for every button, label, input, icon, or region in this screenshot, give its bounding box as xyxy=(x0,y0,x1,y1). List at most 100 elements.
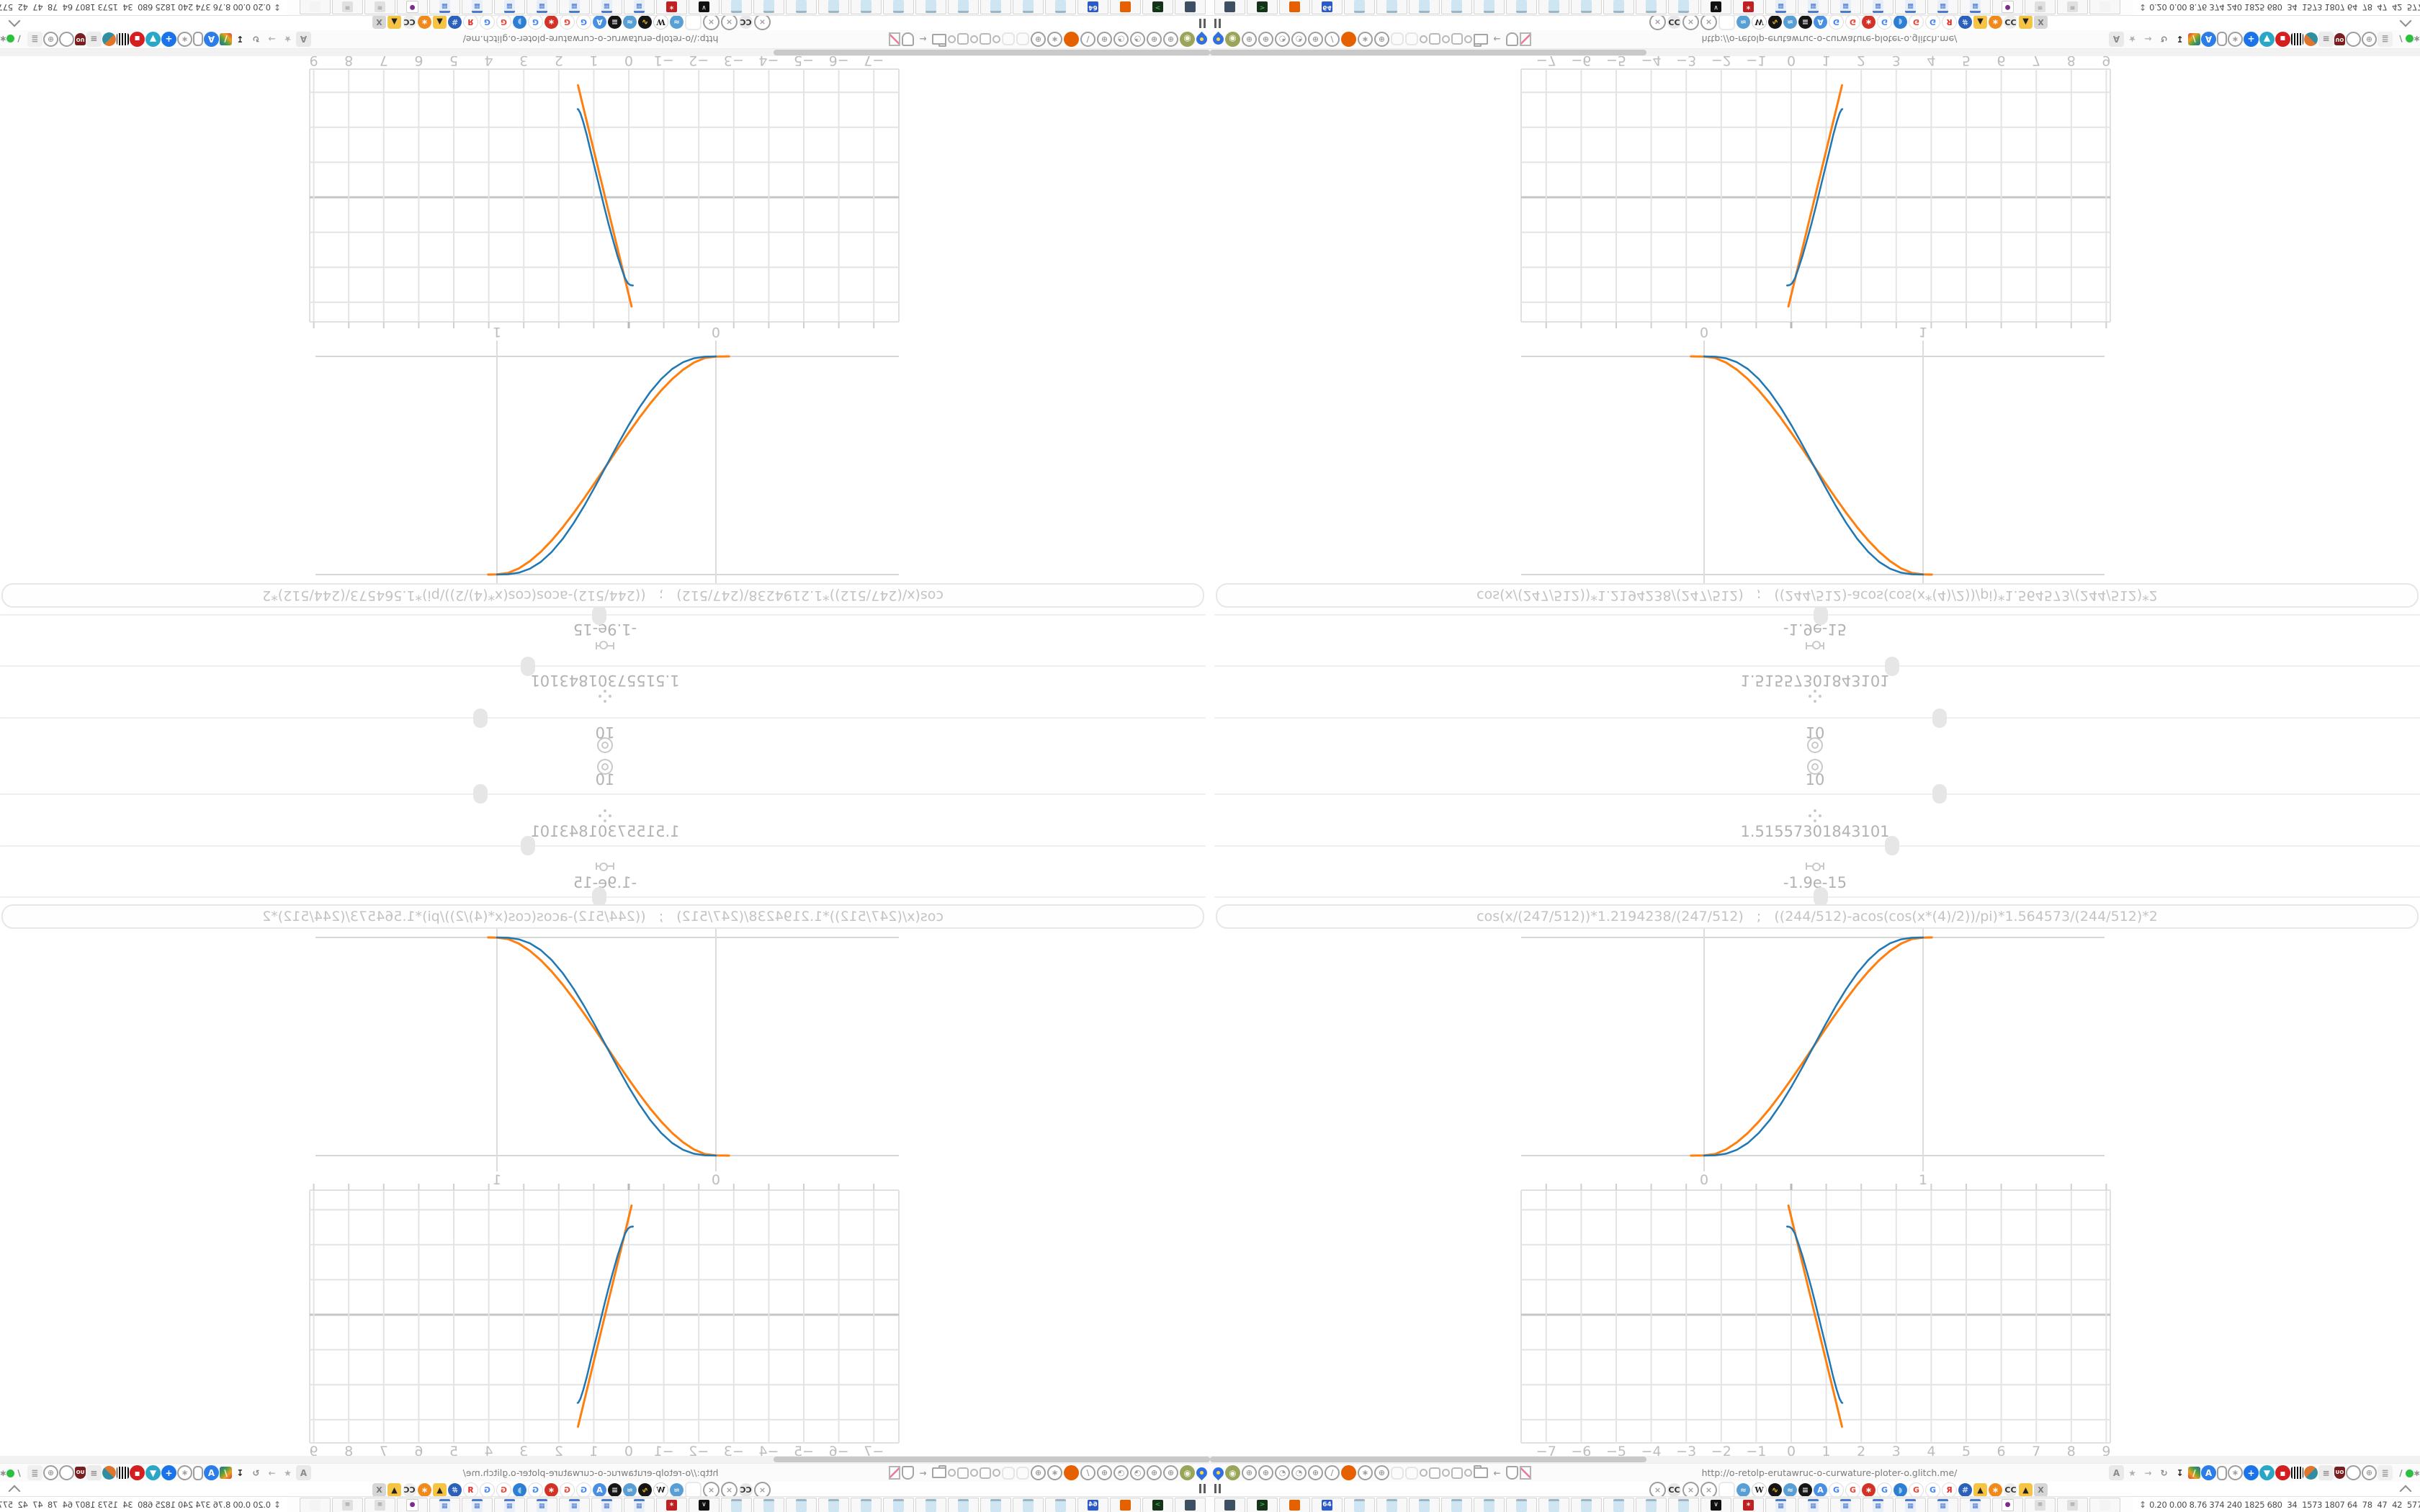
wrench-icon[interactable]: ∕ xyxy=(2399,1467,2403,1478)
contrast-window-button[interactable]: ∨ xyxy=(1700,1498,1731,1512)
notepad-window-button[interactable] xyxy=(786,0,817,14)
cc-circle-icon[interactable]: CC xyxy=(2004,1483,2017,1497)
plots-canvas[interactable] xyxy=(1210,0,2420,756)
refresh-icon[interactable]: ↻ xyxy=(2160,34,2168,45)
back-arrow-icon[interactable]: ← xyxy=(1493,1467,1501,1478)
yandex-pin-icon[interactable] xyxy=(1210,1464,1227,1481)
paintbrush-icon[interactable]: ∕ xyxy=(2188,33,2200,45)
firefox-icon[interactable] xyxy=(1341,32,1356,47)
water-drop-icon[interactable]: ◗ xyxy=(1894,15,1907,29)
radio-dot-icon[interactable] xyxy=(1420,1469,1428,1477)
forward-arrow-icon[interactable]: → xyxy=(2144,34,2152,45)
muted-speaker-icon[interactable] xyxy=(685,14,702,30)
image-faded-window-button[interactable] xyxy=(300,0,331,14)
notepad-window-button[interactable] xyxy=(1441,1498,1472,1512)
barcode-icon[interactable] xyxy=(2291,1467,2303,1479)
url-bar[interactable]: http://o-retolp-erutawruc-o-curwature-pl… xyxy=(1628,32,2031,47)
shield-outline-icon[interactable] xyxy=(902,1466,914,1480)
blocked-page-icon[interactable] xyxy=(1520,1466,1531,1480)
translate-page-icon[interactable]: A xyxy=(296,32,311,47)
radio-dot-icon[interactable] xyxy=(1464,1469,1472,1477)
red-asterisk-window-button[interactable]: ∗ xyxy=(1733,1498,1764,1512)
purple-media-window-button[interactable]: ● xyxy=(1992,0,2023,14)
gear-icon[interactable]: ∗ xyxy=(2413,1467,2420,1478)
cc-badge-icon[interactable]: CC xyxy=(739,1483,753,1497)
red-asterisk-window-button[interactable]: ∗ xyxy=(656,1498,687,1512)
firefox-window-button[interactable] xyxy=(1279,0,1310,14)
google-icon[interactable]: G xyxy=(1925,1482,1940,1498)
google-icon[interactable]: G xyxy=(496,14,511,30)
translate-page-icon[interactable]: A xyxy=(2109,1465,2124,1480)
notepad-window-button[interactable] xyxy=(721,0,752,14)
notepad-window-button[interactable] xyxy=(1603,0,1634,14)
wikipedia-icon[interactable]: W xyxy=(1752,1482,1767,1498)
gauge-icon[interactable]: ◔ xyxy=(1275,32,1290,47)
yandex-icon[interactable]: Я xyxy=(463,1482,478,1498)
monitor-window-button[interactable] xyxy=(1214,1498,1245,1512)
ghost-extension-icon[interactable] xyxy=(1016,1466,1029,1480)
gear-red-icon[interactable]: ∗ xyxy=(544,1483,558,1497)
horizontal-scrollbar-track[interactable] xyxy=(1210,1456,2420,1463)
notepad-window-button[interactable] xyxy=(915,1498,946,1512)
terminal-window-button[interactable]: > xyxy=(1247,1498,1278,1512)
notepad-window-button[interactable] xyxy=(753,1498,784,1512)
photo-icon[interactable]: ▲ xyxy=(1973,15,1987,29)
translate-color-icon[interactable]: A xyxy=(593,1483,606,1497)
back-arrow-icon[interactable]: ← xyxy=(919,1467,927,1478)
notepad-window-button[interactable] xyxy=(851,0,882,14)
notepad-window-button[interactable] xyxy=(1344,0,1375,14)
gear-icon[interactable]: ∗ xyxy=(1358,32,1373,47)
calculator-window-button[interactable]: ▦ xyxy=(494,1498,525,1512)
ghost-extension-icon[interactable] xyxy=(1391,1466,1404,1480)
hourglass-icon[interactable]: X xyxy=(372,15,386,29)
notepad-window-button[interactable] xyxy=(1538,0,1569,14)
calculator-window-button[interactable]: ▦ xyxy=(1863,0,1894,14)
calculator-window-button[interactable]: ▦ xyxy=(1895,1498,1926,1512)
notepad-window-button[interactable] xyxy=(1571,0,1602,14)
scroll-window-button[interactable]: ≡ xyxy=(364,1498,395,1512)
notepad-window-button[interactable] xyxy=(786,1498,817,1512)
calculator-window-button[interactable]: ▦ xyxy=(462,0,493,14)
google-icon[interactable]: G xyxy=(576,14,591,30)
floppy-window-button[interactable]: 64 xyxy=(1077,0,1108,14)
wave-blue-icon[interactable]: ≈ xyxy=(1783,15,1797,29)
notepad-window-button[interactable] xyxy=(1409,1498,1440,1512)
add-blue-icon[interactable]: + xyxy=(2244,1465,2259,1480)
globe-icon[interactable]: ⊕ xyxy=(1031,32,1046,47)
muted-speaker-icon[interactable]: × xyxy=(1649,14,1666,30)
yandex-icon[interactable]: Я xyxy=(1942,1482,1957,1498)
star-icon[interactable]: ★ xyxy=(2128,34,2136,45)
page-icon[interactable]: ≣ xyxy=(27,32,42,47)
notepad-window-button[interactable] xyxy=(1636,1498,1667,1512)
add-blue-icon[interactable]: + xyxy=(2244,32,2259,47)
url-bar[interactable]: http://o-retolp-erutawruc-o-curwature-pl… xyxy=(389,32,792,47)
photo-icon[interactable]: ▲ xyxy=(387,1483,401,1497)
sun-orange-icon[interactable]: ∗ xyxy=(418,1483,431,1497)
gear-icon[interactable]: ∗ xyxy=(1358,1465,1373,1480)
ghost-extension-icon[interactable] xyxy=(1016,32,1029,46)
notepad-window-button[interactable] xyxy=(1603,1498,1634,1512)
blocked-page-icon[interactable] xyxy=(1520,32,1531,46)
mouse-outline-icon[interactable] xyxy=(193,32,203,47)
google-icon[interactable]: G xyxy=(1909,1482,1924,1498)
notepad-window-button[interactable] xyxy=(818,0,849,14)
google-icon[interactable]: G xyxy=(576,1482,591,1498)
google-icon[interactable]: G xyxy=(1909,14,1924,30)
translate-blue-icon[interactable]: A xyxy=(204,32,219,47)
scroll-window-button[interactable]: ≡ xyxy=(2057,1498,2088,1512)
globe-icon[interactable]: ⊕ xyxy=(1097,1465,1112,1480)
scroll-window-button[interactable]: ≡ xyxy=(364,0,395,14)
google-icon[interactable]: G xyxy=(496,1482,511,1498)
wave-blue-icon[interactable]: ≈ xyxy=(1736,15,1750,29)
muted-speaker-icon[interactable]: × xyxy=(754,14,771,30)
folder-icon[interactable] xyxy=(932,1465,946,1478)
red-asterisk-window-button[interactable]: ∗ xyxy=(1733,0,1764,14)
cc-badge-icon[interactable]: CC xyxy=(1667,15,1681,29)
gear-icon[interactable]: ∗ xyxy=(2228,32,2243,47)
translate-color-icon[interactable]: A xyxy=(593,15,606,29)
blocked-page-icon[interactable] xyxy=(889,32,900,46)
google-icon[interactable]: G xyxy=(1925,14,1940,30)
google-icon[interactable]: G xyxy=(528,1482,543,1498)
notepad-window-button[interactable] xyxy=(1636,0,1667,14)
google-icon[interactable]: G xyxy=(1845,1482,1860,1498)
